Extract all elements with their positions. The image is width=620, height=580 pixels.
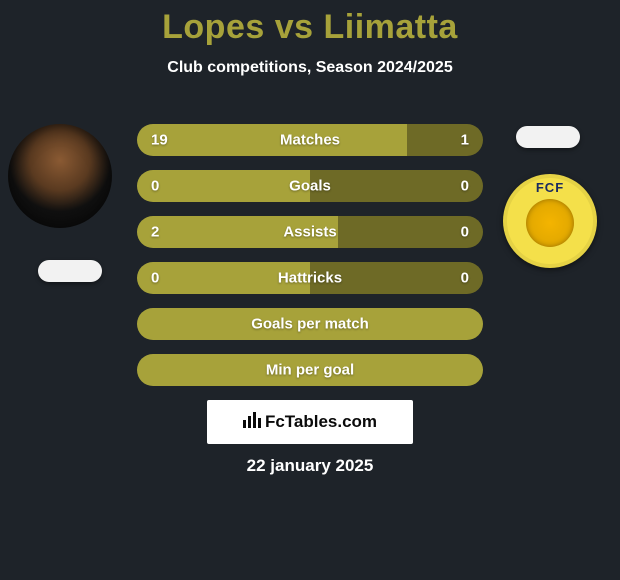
stat-bar-right-value: 1 [461, 132, 469, 149]
stat-bar-gpm: Goals per match [137, 308, 483, 340]
right-club-badge-label: FCF [536, 180, 564, 195]
stat-bar-right-fill [310, 262, 483, 294]
stat-bar-hattricks: Hattricks00 [137, 262, 483, 294]
stat-bar-right-fill [310, 170, 483, 202]
subtitle: Club competitions, Season 2024/2025 [167, 59, 452, 77]
stat-bar-goals: Goals00 [137, 170, 483, 202]
stat-bar-right-value: 0 [461, 224, 469, 241]
stat-bar-assists: Assists20 [137, 216, 483, 248]
bar-chart-icon [243, 412, 261, 433]
fctables-badge: FcTables.com [207, 400, 413, 444]
content-area: FCF Matches191Goals00Assists20Hattricks0… [0, 77, 620, 580]
stat-bar-right-value: 0 [461, 178, 469, 195]
right-flag [516, 126, 580, 148]
stat-bar-mpg: Min per goal [137, 354, 483, 386]
fctables-text: FcTables.com [265, 412, 377, 432]
stat-bar-left-fill [137, 216, 338, 248]
stat-bar-left-fill [137, 262, 310, 294]
stat-bar-left-value: 0 [151, 178, 159, 195]
left-player-photo [8, 124, 112, 228]
stat-bar-left-fill [137, 308, 483, 340]
stat-bar-left-value: 0 [151, 270, 159, 287]
stat-bar-left-value: 19 [151, 132, 168, 149]
right-club-badge: FCF [503, 174, 597, 268]
stat-bars: Matches191Goals00Assists20Hattricks00Goa… [137, 124, 483, 386]
date-text: 22 january 2025 [0, 456, 620, 476]
page-title: Lopes vs Liimatta [162, 8, 458, 47]
club-badge-ball-icon [526, 199, 574, 247]
stat-bar-left-value: 2 [151, 224, 159, 241]
stat-bar-left-fill [137, 354, 483, 386]
stat-bar-right-fill [407, 124, 483, 156]
stat-bar-left-fill [137, 170, 310, 202]
stat-bar-left-fill [137, 124, 407, 156]
stat-bar-right-value: 0 [461, 270, 469, 287]
stat-bar-matches: Matches191 [137, 124, 483, 156]
left-flag [38, 260, 102, 282]
